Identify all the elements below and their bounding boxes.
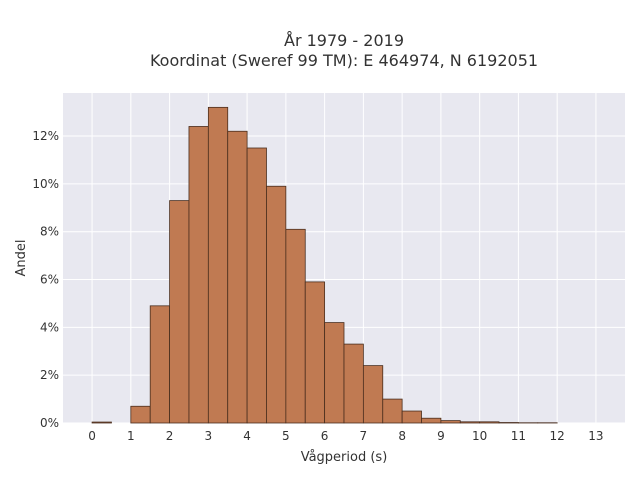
y-tick-label: 8% [40,225,59,239]
x-tick-label: 4 [243,429,251,443]
x-tick-label: 9 [437,429,445,443]
histogram-bar [207,106,229,424]
x-tick-label: 7 [360,429,368,443]
histogram-bar [401,410,422,424]
histogram-bar [362,365,384,424]
histogram-bar [227,130,248,424]
x-axis-ticks: 0 1 2 3 4 5 6 7 8 9 10 11 12 13 [88,429,603,443]
histogram-bar [149,305,170,424]
histogram-bar [266,185,287,424]
x-tick-label: 2 [166,429,174,443]
x-tick-label: 6 [321,429,329,443]
y-tick-label: 2% [40,368,59,382]
x-tick-label: 10 [472,429,487,443]
histogram-bar [479,421,500,424]
histogram-bar [382,398,403,424]
histogram-bar [324,322,345,424]
x-tick-label: 12 [550,429,565,443]
y-tick-label: 4% [40,320,59,334]
y-tick-label: 12% [32,129,59,143]
histogram-bar [91,421,112,424]
x-tick-label: 1 [127,429,135,443]
x-tick-label: 13 [588,429,603,443]
chart-title-line-1: År 1979 - 2019 [284,31,404,50]
histogram-bar [459,421,481,424]
bars [91,106,558,424]
histogram-bar [421,417,442,424]
histogram-bar [343,343,364,424]
y-tick-label: 0% [40,416,59,430]
chart-title-line-2: Koordinat (Sweref 99 TM): E 464974, N 61… [150,51,538,70]
histogram-bar [440,420,461,424]
y-tick-label: 10% [32,177,59,191]
histogram-bar [130,405,151,424]
x-axis-label: Vågperiod (s) [301,450,388,465]
histogram-bar [169,200,190,424]
histogram-bar [188,126,209,424]
x-tick-label: 8 [398,429,406,443]
y-axis-label: Andel [14,240,29,277]
histogram-bar [285,228,306,424]
x-tick-label: 3 [205,429,213,443]
histogram-bar [304,281,326,424]
x-tick-label: 0 [88,429,96,443]
x-tick-label: 11 [511,429,526,443]
histogram-bar [246,147,267,424]
y-axis-ticks: 0% 2% 4% 6% 8% 10% 12% [32,129,59,430]
y-tick-label: 6% [40,273,59,287]
x-tick-label: 5 [282,429,290,443]
